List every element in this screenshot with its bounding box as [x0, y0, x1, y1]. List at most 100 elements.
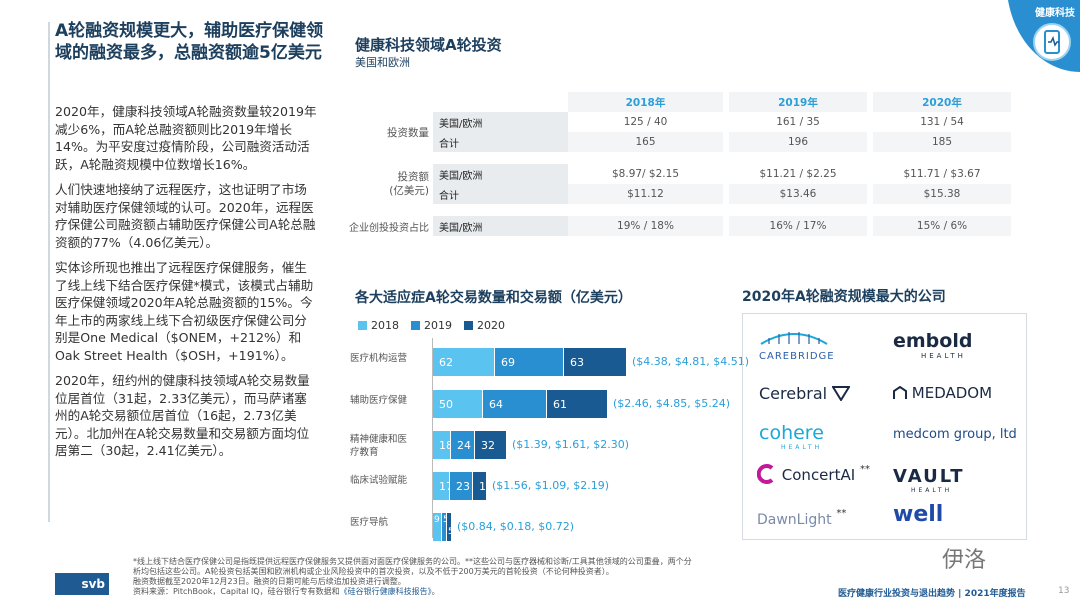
legend-item: 2018: [358, 319, 399, 332]
row-group-label: 投资数量: [387, 126, 429, 139]
row-sub-label: 美国/欧洲: [433, 216, 568, 236]
bar-segment: 5: [442, 513, 449, 541]
section-tag: 健康科技: [1035, 8, 1075, 19]
divider: [48, 22, 50, 522]
bar-value-label: 50: [439, 398, 453, 411]
bar-amount-label: ($0.84, $0.18, $0.72): [457, 520, 575, 533]
company-sub: HEALTH: [921, 352, 966, 360]
legend-label: 2020: [477, 319, 505, 332]
row-sub-label: 美国/欧洲: [433, 164, 568, 184]
row-group-label: 企业创投投资占比: [349, 222, 429, 234]
bar-amount-label: ($1.39, $1.61, $2.30): [512, 438, 630, 451]
table-cell: 161 / 35: [729, 112, 867, 132]
bar-value-label: 23: [456, 480, 470, 493]
category-label: 临床试验赋能: [350, 475, 408, 486]
page-title: A轮融资规模更大，辅助医疗保健领域的融资最多，总融资额逾5亿美元: [55, 21, 324, 63]
category-label: 辅助医疗保健: [350, 395, 408, 406]
bar-segment: 32: [475, 431, 507, 459]
company-sub: HEALTH: [911, 487, 953, 494]
bar-value-label: 62: [439, 356, 453, 369]
bar-segment: 23: [450, 472, 473, 500]
company-sub: HEALTH: [781, 444, 823, 451]
table-cell: 131 / 54: [873, 112, 1011, 132]
bar-value-label: 24: [457, 439, 471, 452]
category-label: 医疗机构运营: [350, 353, 408, 364]
dawnlight-logo: DawnLight **: [757, 508, 846, 528]
embold-logo: embold HEALTH: [893, 330, 972, 360]
table-cell: 196: [729, 132, 867, 152]
category-label: 精神健康和医疗教育: [350, 434, 408, 458]
bridge-icon: [760, 332, 828, 345]
table-subtitle: 美国和欧洲: [355, 56, 410, 69]
company-name: VAULT: [893, 466, 965, 487]
health-tech-badge: [1008, 0, 1080, 72]
chart-title: 各大适应症A轮交易数量和交易额（亿美元）: [355, 290, 632, 306]
bar-value-label: 9: [434, 515, 440, 525]
companies-title: 2020年A轮融资规模最大的公司: [742, 289, 946, 305]
bar-value-label: 61: [553, 398, 567, 411]
investment-table: 2018年 2019年 2020年 投资数量 美国/欧洲 125 / 40 16…: [337, 92, 1011, 236]
cohere-logo: cohere HEALTH: [759, 422, 824, 451]
category-label: 医疗导航: [350, 517, 389, 528]
bar-amount-label: ($2.46, $4.85, $5.24): [613, 397, 731, 410]
footnote-text: *线上线下结合医疗保健公司是指既提供远程医疗保健服务又提供面对面医疗保健服务的公…: [133, 557, 692, 576]
bar-segment: 64: [483, 390, 547, 418]
table-cell: 125 / 40: [568, 112, 723, 132]
table-cell: $11.21 / $2.25: [729, 164, 867, 184]
paragraph: 2020年，纽约州的健康科技领域A轮交易数量位居首位（31起，2.33亿美元），…: [55, 373, 310, 458]
chart-axis: [432, 338, 433, 538]
legend-label: 2018: [371, 319, 399, 332]
table-cell: $8.97/ $2.15: [568, 164, 723, 184]
bar-segment: 5: [447, 513, 454, 541]
source-link[interactable]: 《硅谷银行健康科技报告》: [339, 587, 432, 596]
table-cell: 16% / 17%: [729, 216, 867, 236]
company-name: cohere: [759, 422, 824, 444]
legend-item: 2019: [411, 319, 452, 332]
company-name: CAREBRIDGE: [759, 351, 835, 362]
bar-value-label: 17: [439, 480, 453, 493]
bar-segment: 61: [547, 390, 608, 418]
source-line: 资料来源：PitchBook，Capital IQ，硅谷银行专有数据和《硅谷银行…: [133, 587, 693, 597]
source-text: 资料来源：PitchBook，Capital IQ，硅谷银行专有数据和: [133, 587, 340, 596]
bar-segment: 18: [433, 431, 453, 459]
medadom-logo: MEDADOM: [893, 384, 992, 402]
legend-item: 2020: [464, 319, 505, 332]
carebridge-logo: CAREBRIDGE: [759, 330, 835, 362]
company-name: DawnLight: [757, 512, 832, 528]
bar-value-label: 32: [481, 439, 495, 452]
bar-value-label: 5: [448, 527, 454, 537]
bar-segment: 14: [473, 472, 493, 500]
vault-logo: VAULT HEALTH: [893, 466, 964, 494]
year-header: 2020年: [873, 92, 1011, 112]
footnote-mark: **: [836, 508, 847, 519]
page-number: 13: [1058, 586, 1070, 596]
bar-value-label: 69: [501, 356, 515, 369]
table-title: 健康科技领域A轮投资: [355, 36, 502, 54]
table-cell: $11.71 / $3.67: [873, 164, 1011, 184]
company-name: MEDADOM: [911, 384, 993, 402]
medcom-logo: medcom group, ltd: [893, 427, 1017, 442]
bar-chart: 62 69 63 ($4.38, $4.81, $4.51) 50 64 61 ($2.46,…: [432, 338, 992, 543]
footnote: *线上线下结合医疗保健公司是指既提供远程医疗保健服务又提供面对面医疗保健服务的公…: [133, 557, 693, 597]
bar-amount-label: ($1.56, $1.09, $2.19): [492, 479, 610, 492]
bar-segment: 50: [433, 390, 483, 418]
well-logo: well: [893, 502, 944, 527]
table-cell: 165: [568, 132, 723, 152]
paragraph: 人们快速地接纳了远程医疗，这也证明了市场对辅助医疗保健领域的认可。2020年，远…: [55, 182, 316, 250]
table-cell: $13.46: [729, 184, 867, 204]
legend-swatch: [411, 321, 420, 330]
paragraph: 实体诊所现也推出了远程医疗保健服务，催生了线上线下结合医疗保健*模式，该模式占辅…: [55, 260, 314, 363]
svb-logo-text: svb: [81, 577, 105, 591]
legend-label: 2019: [424, 319, 452, 332]
company-name: embold: [893, 330, 973, 352]
chart-legend: 2018 2019 2020: [358, 319, 505, 332]
bar-value-label: 5: [443, 515, 449, 525]
bar-value-label: 64: [489, 398, 503, 411]
bar-value-label: 14: [479, 480, 493, 493]
table-cell: $15.38: [873, 184, 1011, 204]
table-cell: 185: [873, 132, 1011, 152]
concertai-icon: [756, 464, 774, 484]
bar-value-label: 63: [570, 356, 584, 369]
cerebral-logo: Cerebral: [759, 384, 851, 403]
medadom-icon: [893, 385, 907, 399]
